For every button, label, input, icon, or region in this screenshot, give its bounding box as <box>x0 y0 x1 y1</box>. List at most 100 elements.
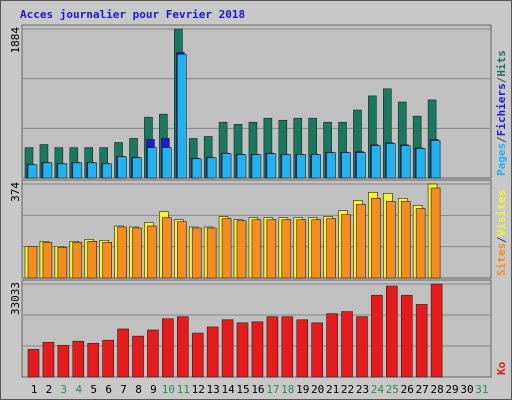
legend-entry: Fichiers <box>495 83 508 136</box>
bar <box>206 227 217 279</box>
bar <box>326 218 336 279</box>
bar <box>430 283 443 378</box>
legend-entry: Pages <box>495 143 508 176</box>
bar <box>400 145 411 179</box>
bar <box>311 219 321 279</box>
x-tick-label: 16 <box>251 383 264 396</box>
bar <box>356 204 366 279</box>
bar <box>400 294 413 378</box>
legend-entry: Visites <box>495 190 508 236</box>
bar <box>87 342 100 378</box>
legend-entry: Ko <box>495 361 508 375</box>
x-tick-label: 21 <box>326 383 339 396</box>
bar <box>266 153 277 179</box>
x-tick-label: 6 <box>105 383 112 396</box>
x-tick-label: 11 <box>177 383 190 396</box>
bar <box>400 201 411 279</box>
bar <box>132 227 142 279</box>
y-tick-label: 33033 <box>9 282 22 315</box>
bar <box>87 162 98 179</box>
bar <box>281 219 292 279</box>
bar <box>117 226 127 279</box>
bar <box>236 220 247 279</box>
bar <box>386 201 396 279</box>
bar <box>162 147 172 179</box>
bar <box>236 154 247 179</box>
bar <box>177 316 189 378</box>
y-tick-label: 1884 <box>9 27 22 54</box>
bar <box>27 349 40 378</box>
bar <box>311 322 323 378</box>
bar <box>147 147 157 179</box>
bar <box>311 154 321 179</box>
bar <box>386 285 398 378</box>
bar <box>132 157 142 179</box>
x-tick-label: 13 <box>207 383 220 396</box>
bar <box>177 54 187 179</box>
x-tick-label: 14 <box>221 383 235 396</box>
bar <box>236 322 249 378</box>
bar <box>177 221 187 279</box>
x-tick-label: 27 <box>416 383 429 396</box>
bar <box>147 329 159 378</box>
x-tick-label: 12 <box>192 383 205 396</box>
bar <box>72 162 83 179</box>
x-tick-label: 17 <box>266 383 279 396</box>
bar <box>206 157 217 179</box>
bar <box>296 319 309 378</box>
bar <box>371 198 381 279</box>
bar <box>72 340 85 378</box>
legend-entry: Sites <box>495 243 508 276</box>
x-tick-label: 19 <box>296 383 309 396</box>
bar <box>296 219 307 279</box>
x-tick-label: 26 <box>401 383 414 396</box>
bar <box>147 225 157 279</box>
bar <box>117 328 129 378</box>
bar <box>117 156 127 179</box>
bar <box>251 219 262 279</box>
x-tick-label: 5 <box>90 383 97 396</box>
x-tick-label: 30 <box>460 383 473 396</box>
legend-entry: Hits <box>495 50 508 77</box>
bar <box>102 339 114 378</box>
bar <box>102 163 112 179</box>
legend: Pages/Fichiers/Hits <box>495 50 508 176</box>
x-tick-label: 9 <box>150 383 157 396</box>
bar <box>221 319 234 378</box>
bar <box>191 332 204 378</box>
x-tick-label: 15 <box>236 383 249 396</box>
bar <box>296 154 307 179</box>
x-tick-label: 22 <box>341 383 354 396</box>
bar <box>341 214 351 279</box>
bar <box>206 326 219 378</box>
bar <box>251 154 262 179</box>
bar <box>42 341 55 378</box>
bar <box>430 140 441 179</box>
legend: Sites/Visites <box>495 190 508 276</box>
bar <box>27 164 38 179</box>
bar <box>326 313 338 378</box>
chart-title: Acces journalier pour Fevrier 2018 <box>20 8 245 21</box>
bar <box>430 187 441 279</box>
bar <box>162 318 174 378</box>
bar <box>87 241 98 279</box>
x-tick-label: 3 <box>61 383 68 396</box>
y-tick-label: 374 <box>9 182 22 202</box>
x-tick-label: 1 <box>31 383 38 396</box>
bar <box>42 242 53 279</box>
bar <box>341 311 353 378</box>
x-tick-label: 25 <box>386 383 399 396</box>
bar <box>57 247 68 279</box>
x-tick-label: 20 <box>311 383 324 396</box>
bar <box>57 163 68 179</box>
bar <box>266 316 279 378</box>
bar <box>191 227 202 279</box>
x-tick-label: 28 <box>430 383 443 396</box>
legend: Ko <box>495 361 508 375</box>
bar <box>251 321 264 378</box>
bar <box>102 242 112 279</box>
bar <box>221 218 232 279</box>
legend-separator: / <box>495 136 508 143</box>
